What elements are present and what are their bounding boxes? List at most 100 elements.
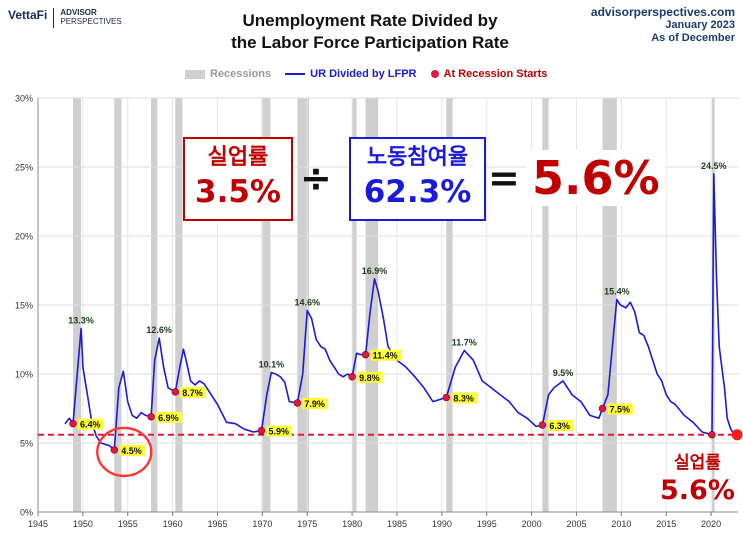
recession-start-dot (708, 431, 716, 439)
source-info: advisorperspectives.com January 2023 As … (591, 6, 735, 45)
source-site: advisorperspectives.com (590, 5, 735, 19)
lfpr-value: 62.3% (363, 174, 472, 210)
peak-label: 13.3% (68, 315, 94, 325)
chart-title-line2: the Labor Force Participation Rate (231, 33, 509, 52)
current-value-dot (731, 429, 743, 441)
logo-divider (53, 8, 55, 28)
data-labels: 13.3% 12.6% 10.1% 14.6% 16.9% 11.7% 9.5% 15.4% 2… (68, 161, 727, 478)
x-tick-label: 2000 (522, 519, 542, 529)
x-tick-label: 1965 (207, 519, 227, 529)
recession-start-dot (361, 350, 370, 359)
x-tick-label: 1980 (342, 519, 362, 529)
ur-label: 실업률 (207, 145, 269, 170)
ur-value: 3.5% (195, 174, 281, 210)
current-rate-label: 실업률 (673, 453, 721, 473)
x-tick-label: 1950 (73, 519, 93, 529)
recession-start-label-bg (119, 444, 145, 456)
x-tick-label: 1990 (432, 519, 452, 529)
recession-start-dot (69, 419, 77, 428)
chart-title: Unemployment Rate Divided by the Labor F… (160, 10, 580, 54)
x-tick-label: 1960 (163, 519, 183, 529)
legend-recession-starts: At Recession Starts (430, 68, 548, 80)
recession-start-dot (147, 413, 155, 421)
logo-ap-line2: PERSPECTIVES (60, 17, 122, 26)
current-rate-annotation: 실업률 5.6% (660, 452, 735, 508)
x-tick-label: 2015 (656, 519, 676, 529)
recession-start-dot (293, 399, 302, 407)
recession-start-label-bg (607, 403, 634, 415)
y-tick-label: 0% (20, 508, 33, 518)
x-tick-label: 2020 (701, 519, 721, 529)
axes: 0% 5% 10% 15% 20% 25% 30% 1945 1950 1955 1960 1965 1… (15, 94, 738, 529)
recession-start-label: 8.7% (182, 388, 203, 398)
peak-label: 24.5% (701, 161, 727, 171)
x-tick-label: 1975 (297, 519, 317, 529)
peak-label: 12.6% (146, 325, 172, 335)
vettafi-logo: VettaFi (8, 8, 48, 22)
recession-start-dot (110, 446, 118, 454)
x-tick-label: 1995 (477, 519, 497, 529)
recession-start-label: 11.4% (373, 351, 398, 361)
recession-start-points (69, 350, 743, 454)
recession-start-dot (348, 373, 356, 381)
recession-start-label-bg (370, 349, 402, 361)
x-tick-label: 1985 (387, 519, 407, 529)
recession-start-label: 6.3% (549, 421, 570, 431)
recession-start-label: 6.4% (80, 420, 101, 430)
legend-recessions-label: Recessions (210, 68, 272, 80)
legend-series-label: UR Divided by LFPR (310, 68, 417, 80)
recession-start-label: 8.3% (453, 393, 474, 403)
advisor-perspectives-logo: ADVISOR PERSPECTIVES (60, 8, 121, 26)
divide-sign: ÷ (300, 156, 332, 200)
recession-start-dot (257, 426, 266, 435)
y-tick-label: 20% (15, 232, 33, 242)
recession-start-dot (171, 388, 180, 396)
recession-start-label: 9.8% (359, 373, 380, 383)
peak-label: 14.6% (294, 298, 320, 308)
peak-label: 11.7% (452, 338, 477, 348)
current-rate-value: 5.6% (660, 475, 735, 506)
logo: VettaFi ADVISOR PERSPECTIVES (8, 8, 122, 28)
recession-start-label-bg (302, 397, 328, 409)
y-tick-label: 15% (15, 301, 33, 311)
legend-series: UR Divided by LFPR (285, 68, 417, 80)
logo-ap-line1: ADVISOR (60, 8, 97, 17)
recession-start-label-bg (180, 386, 206, 398)
recession-start-label-bg (451, 392, 477, 404)
legend-series-swatch (285, 73, 306, 75)
recession-start-label-bg (357, 371, 383, 383)
x-tick-label: 1970 (252, 519, 272, 529)
recession-start-label: 5.9% (268, 427, 289, 437)
source-date: January 2023 (665, 19, 735, 31)
recession-start-label: 4.5% (121, 446, 142, 456)
equals-sign: = (488, 156, 520, 200)
result-value: 5.6% (526, 150, 666, 206)
peak-label: 15.4% (604, 286, 630, 296)
x-tick-label: 2005 (566, 519, 586, 529)
chart-title-line1: Unemployment Rate Divided by (242, 11, 498, 30)
recession-start-dot (442, 393, 451, 402)
legend-dot-swatch (430, 70, 439, 78)
recession-start-label: 6.9% (158, 413, 179, 423)
recession-start-label: 7.9% (304, 399, 325, 409)
recession-start-dot (598, 404, 607, 413)
lfpr-box: 노동참여율 62.3% (349, 137, 486, 221)
legend-recessions: Recessions (185, 68, 271, 80)
source-asof: As of December (651, 32, 735, 44)
legend-recession-swatch (185, 69, 205, 79)
recession-start-dot (538, 421, 547, 429)
x-tick-label: 1955 (118, 519, 138, 529)
peak-label: 9.5% (553, 368, 574, 378)
lfpr-label: 노동참여율 (366, 145, 469, 170)
legend-recession-starts-label: At Recession Starts (443, 68, 548, 80)
x-tick-label: 2010 (611, 519, 631, 529)
y-tick-label: 10% (15, 370, 33, 380)
recession-start-label-bg (266, 425, 293, 437)
y-tick-label: 30% (15, 94, 33, 104)
recession-start-label-bg (78, 418, 104, 430)
highlight-circle (96, 426, 153, 478)
unemployment-rate-box: 실업률 3.5% (183, 137, 293, 221)
y-tick-label: 5% (20, 439, 33, 449)
y-tick-label: 25% (15, 163, 33, 173)
